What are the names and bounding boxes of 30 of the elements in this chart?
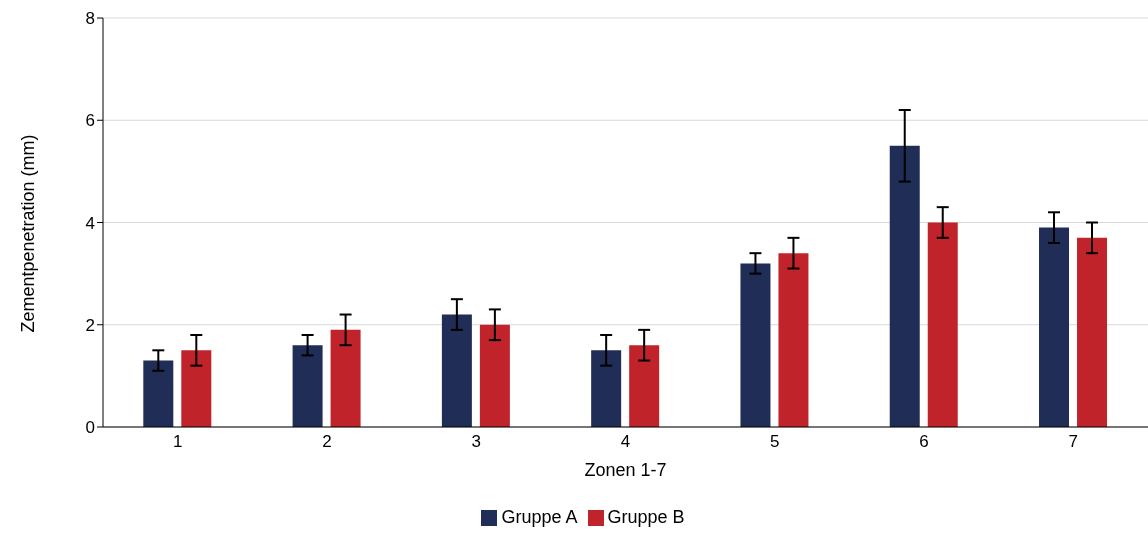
y-axis-title: Zementpenetration (mm): [18, 134, 39, 333]
y-tick-label: 4: [85, 213, 95, 233]
y-tick-label: 0: [85, 418, 95, 438]
x-tick-label: 2: [322, 432, 332, 452]
x-tick-label: 7: [1068, 432, 1079, 452]
bar: [889, 145, 920, 427]
y-tick-label: 8: [85, 9, 95, 29]
x-tick-label: 5: [770, 432, 780, 452]
legend-label: Gruppe A: [501, 507, 578, 527]
x-tick-label: 6: [919, 432, 929, 452]
y-tick-label: 2: [85, 315, 95, 335]
x-tick-label: 1: [172, 432, 183, 452]
bar: [143, 360, 174, 427]
bar: [927, 222, 958, 427]
bar: [629, 345, 660, 427]
bar: [181, 350, 212, 427]
x-axis-title: Zonen 1-7: [584, 459, 667, 480]
bar: [330, 329, 361, 427]
bar: [591, 350, 622, 427]
y-tick-label: 6: [85, 111, 95, 131]
bar: [479, 324, 510, 427]
legend-label: Gruppe B: [607, 507, 685, 527]
bar: [441, 314, 472, 427]
x-tick-label: 3: [471, 432, 481, 452]
x-tick-label: 4: [620, 432, 631, 452]
bar: [778, 253, 809, 427]
bar: [1039, 227, 1070, 427]
bar: [1077, 237, 1108, 427]
bar: [740, 263, 771, 427]
bar: [292, 345, 323, 427]
